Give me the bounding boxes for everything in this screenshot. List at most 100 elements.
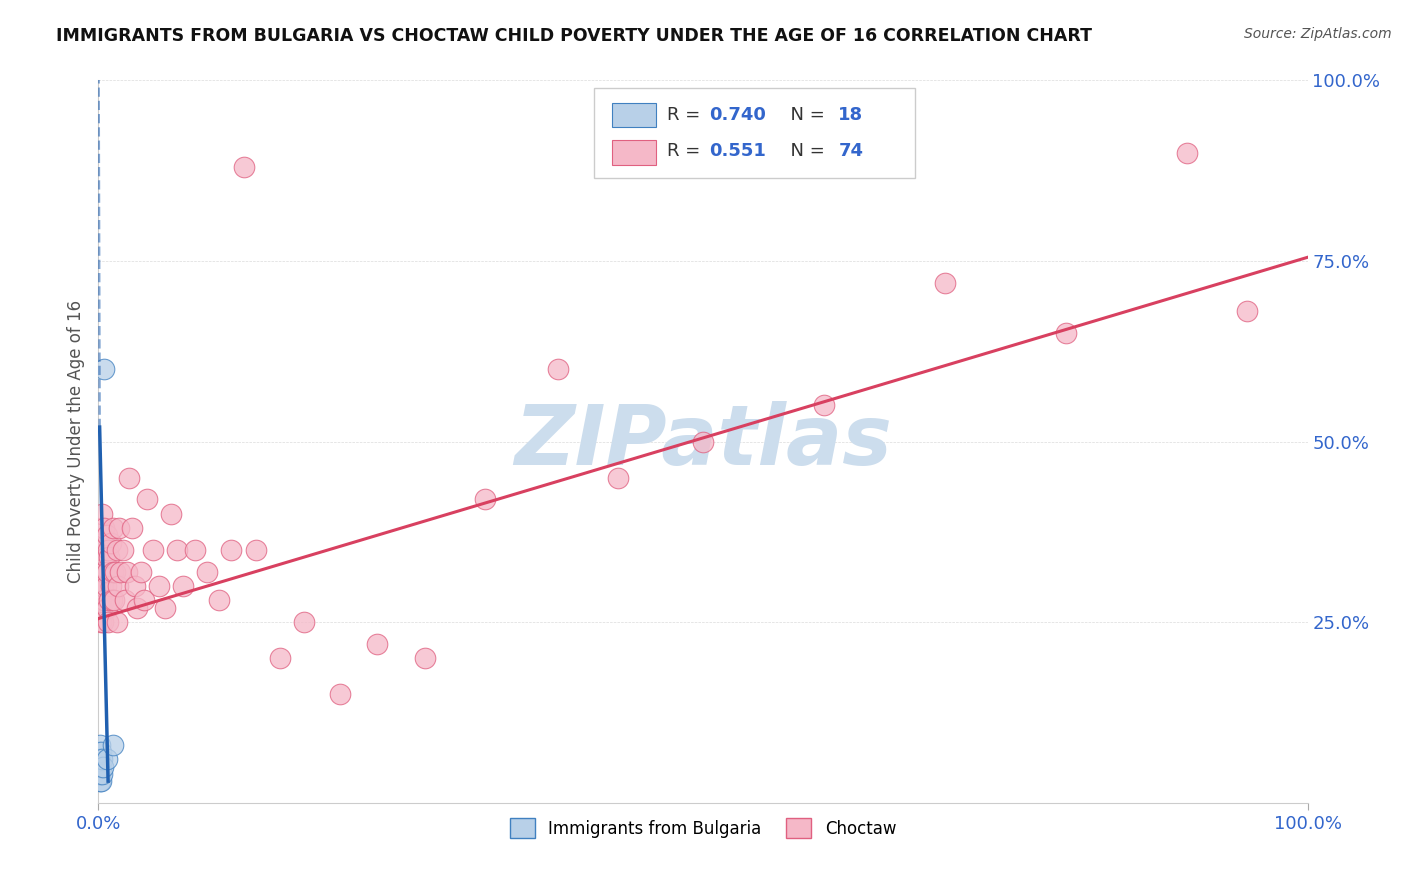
Point	[89, 738, 111, 752]
Point	[547, 362, 569, 376]
Point	[91, 579, 114, 593]
Point	[96, 565, 118, 579]
Point	[94, 579, 117, 593]
Point	[90, 745, 112, 759]
Point	[91, 542, 114, 557]
Text: Source: ZipAtlas.com: Source: ZipAtlas.com	[1244, 27, 1392, 41]
Point	[107, 579, 129, 593]
Point	[1054, 326, 1077, 340]
Point	[97, 615, 120, 630]
Text: ZIPatlas: ZIPatlas	[515, 401, 891, 482]
Point	[692, 434, 714, 449]
Point	[413, 651, 436, 665]
Text: R =: R =	[666, 142, 706, 160]
Point	[607, 470, 630, 484]
Point	[89, 579, 111, 593]
Point	[160, 507, 183, 521]
Point	[89, 760, 111, 774]
Point	[98, 593, 121, 607]
Point	[89, 774, 111, 789]
Point	[269, 651, 291, 665]
Point	[90, 521, 112, 535]
Point	[166, 542, 188, 557]
Point	[105, 542, 128, 557]
Point	[121, 521, 143, 535]
Point	[366, 637, 388, 651]
Point	[89, 542, 111, 557]
Point	[1236, 304, 1258, 318]
Text: IMMIGRANTS FROM BULGARIA VS CHOCTAW CHILD POVERTY UNDER THE AGE OF 16 CORRELATIO: IMMIGRANTS FROM BULGARIA VS CHOCTAW CHIL…	[56, 27, 1092, 45]
Point	[91, 600, 114, 615]
Text: N =: N =	[779, 106, 831, 124]
Point	[90, 565, 112, 579]
Point	[96, 752, 118, 766]
Point	[105, 615, 128, 630]
Point	[117, 565, 139, 579]
Text: R =: R =	[666, 106, 706, 124]
Point	[87, 745, 110, 759]
Point	[172, 579, 194, 593]
Point	[91, 507, 114, 521]
FancyBboxPatch shape	[613, 140, 655, 165]
Point	[108, 565, 131, 579]
Point	[101, 565, 124, 579]
Point	[93, 565, 115, 579]
Point	[100, 593, 122, 607]
Point	[89, 767, 111, 781]
Point	[90, 593, 112, 607]
Point	[93, 593, 115, 607]
Point	[89, 752, 111, 766]
FancyBboxPatch shape	[595, 87, 915, 178]
Point	[89, 760, 111, 774]
Point	[934, 276, 956, 290]
FancyBboxPatch shape	[613, 103, 655, 128]
Point	[89, 600, 111, 615]
Point	[91, 767, 114, 781]
Point	[104, 565, 127, 579]
Point	[91, 535, 114, 549]
Point	[221, 542, 243, 557]
Point	[101, 521, 124, 535]
Point	[91, 752, 114, 766]
Point	[195, 565, 218, 579]
Point	[87, 767, 110, 781]
Point	[91, 579, 114, 593]
Point	[100, 579, 122, 593]
Text: N =: N =	[779, 142, 831, 160]
Point	[114, 593, 136, 607]
Point	[124, 579, 146, 593]
Point	[91, 615, 114, 630]
Point	[134, 593, 156, 607]
Point	[93, 362, 115, 376]
Text: 0.551: 0.551	[709, 142, 766, 160]
Point	[108, 521, 131, 535]
Point	[329, 687, 352, 701]
Point	[129, 565, 152, 579]
Point	[97, 542, 120, 557]
Text: 0.740: 0.740	[709, 106, 766, 124]
Point	[127, 600, 149, 615]
Point	[90, 760, 112, 774]
Point	[208, 593, 231, 607]
Point	[90, 615, 112, 630]
Point	[148, 579, 170, 593]
Point	[118, 470, 141, 484]
Y-axis label: Child Poverty Under the Age of 16: Child Poverty Under the Age of 16	[66, 300, 84, 583]
Point	[91, 760, 114, 774]
Point	[89, 767, 111, 781]
Point	[111, 542, 134, 557]
Text: 18: 18	[838, 106, 863, 124]
Point	[813, 398, 835, 412]
Point	[98, 550, 121, 565]
Text: 74: 74	[838, 142, 863, 160]
Legend: Immigrants from Bulgaria, Choctaw: Immigrants from Bulgaria, Choctaw	[503, 812, 903, 845]
Point	[292, 615, 315, 630]
Point	[135, 492, 157, 507]
Point	[184, 542, 207, 557]
Point	[103, 593, 125, 607]
Point	[142, 542, 165, 557]
Point	[232, 160, 254, 174]
Point	[153, 600, 176, 615]
Point	[1175, 145, 1198, 160]
Point	[94, 550, 117, 565]
